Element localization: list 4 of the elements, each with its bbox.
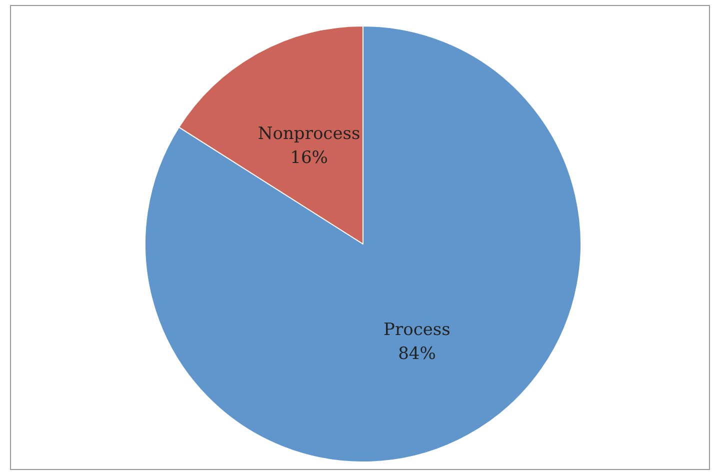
slice-label: Process [384, 320, 450, 340]
data-label: 16% [290, 148, 328, 168]
data-label: 84% [398, 344, 436, 364]
slice-label: Nonprocess [258, 124, 360, 144]
